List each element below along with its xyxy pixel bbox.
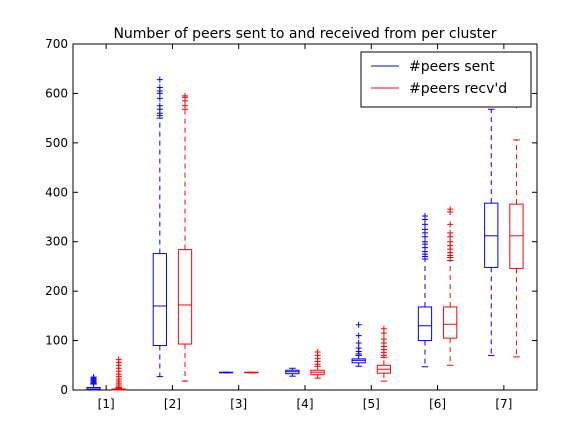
outlier-point bbox=[447, 221, 454, 228]
box-iqr bbox=[152, 253, 167, 347]
box-sent-4 bbox=[285, 367, 300, 377]
x-tick-label: [6] bbox=[429, 397, 446, 411]
y-tick-label: 100 bbox=[45, 334, 68, 348]
legend-label: #peers sent bbox=[409, 59, 495, 75]
y-tick-label: 400 bbox=[45, 185, 68, 199]
outlier-point bbox=[156, 76, 163, 83]
chart-title: Number of peers sent to and received fro… bbox=[113, 26, 496, 42]
outlier-point bbox=[156, 84, 163, 91]
box-recvd-3 bbox=[244, 371, 259, 374]
box-sent-5 bbox=[351, 321, 366, 367]
box-recvd-2 bbox=[177, 92, 193, 382]
y-tick-label: 600 bbox=[45, 86, 68, 100]
outlier-point bbox=[421, 213, 428, 220]
outlier-point bbox=[182, 92, 189, 99]
y-tick-label: 300 bbox=[45, 235, 68, 249]
box-iqr bbox=[417, 306, 433, 342]
box-sent-6 bbox=[417, 213, 433, 368]
box-sent-1 bbox=[86, 374, 101, 391]
y-tick-label: 200 bbox=[45, 284, 68, 298]
box-iqr bbox=[443, 306, 458, 339]
y-tick-label: 0 bbox=[60, 383, 68, 397]
outlier-point bbox=[447, 229, 454, 236]
x-tick-label: [3] bbox=[230, 397, 247, 411]
legend-box bbox=[360, 51, 532, 108]
y-tick-label: 500 bbox=[45, 136, 68, 150]
outlier-point bbox=[90, 374, 97, 381]
outlier-point bbox=[355, 321, 362, 328]
box-sent-3 bbox=[218, 371, 234, 374]
legend-label: #peers recv'd bbox=[409, 81, 507, 97]
box-sent-2 bbox=[152, 76, 167, 378]
box-iqr bbox=[177, 249, 193, 345]
outlier-point bbox=[380, 325, 387, 332]
x-tick-label: [4] bbox=[297, 397, 314, 411]
x-tick-label: [2] bbox=[164, 397, 181, 411]
outlier-point bbox=[355, 340, 362, 347]
box-recvd-1 bbox=[111, 356, 126, 391]
outlier-point bbox=[355, 332, 362, 339]
y-tick-label: 700 bbox=[45, 37, 68, 51]
box-recvd-5 bbox=[376, 325, 392, 382]
box-sent-7 bbox=[484, 108, 499, 356]
x-tick-label: [1] bbox=[98, 397, 115, 411]
box-recvd-4 bbox=[310, 348, 325, 379]
box-recvd-6 bbox=[443, 206, 458, 366]
outlier-point bbox=[314, 348, 321, 355]
legend: #peers sent #peers recv'd bbox=[360, 51, 532, 108]
x-tick-label: [5] bbox=[363, 397, 380, 411]
outlier-point bbox=[156, 102, 163, 109]
outlier-point bbox=[447, 206, 454, 213]
outlier-point bbox=[115, 356, 122, 363]
outlier-point bbox=[380, 336, 387, 343]
x-tick-label: [7] bbox=[495, 397, 512, 411]
box-recvd-7 bbox=[509, 102, 524, 358]
